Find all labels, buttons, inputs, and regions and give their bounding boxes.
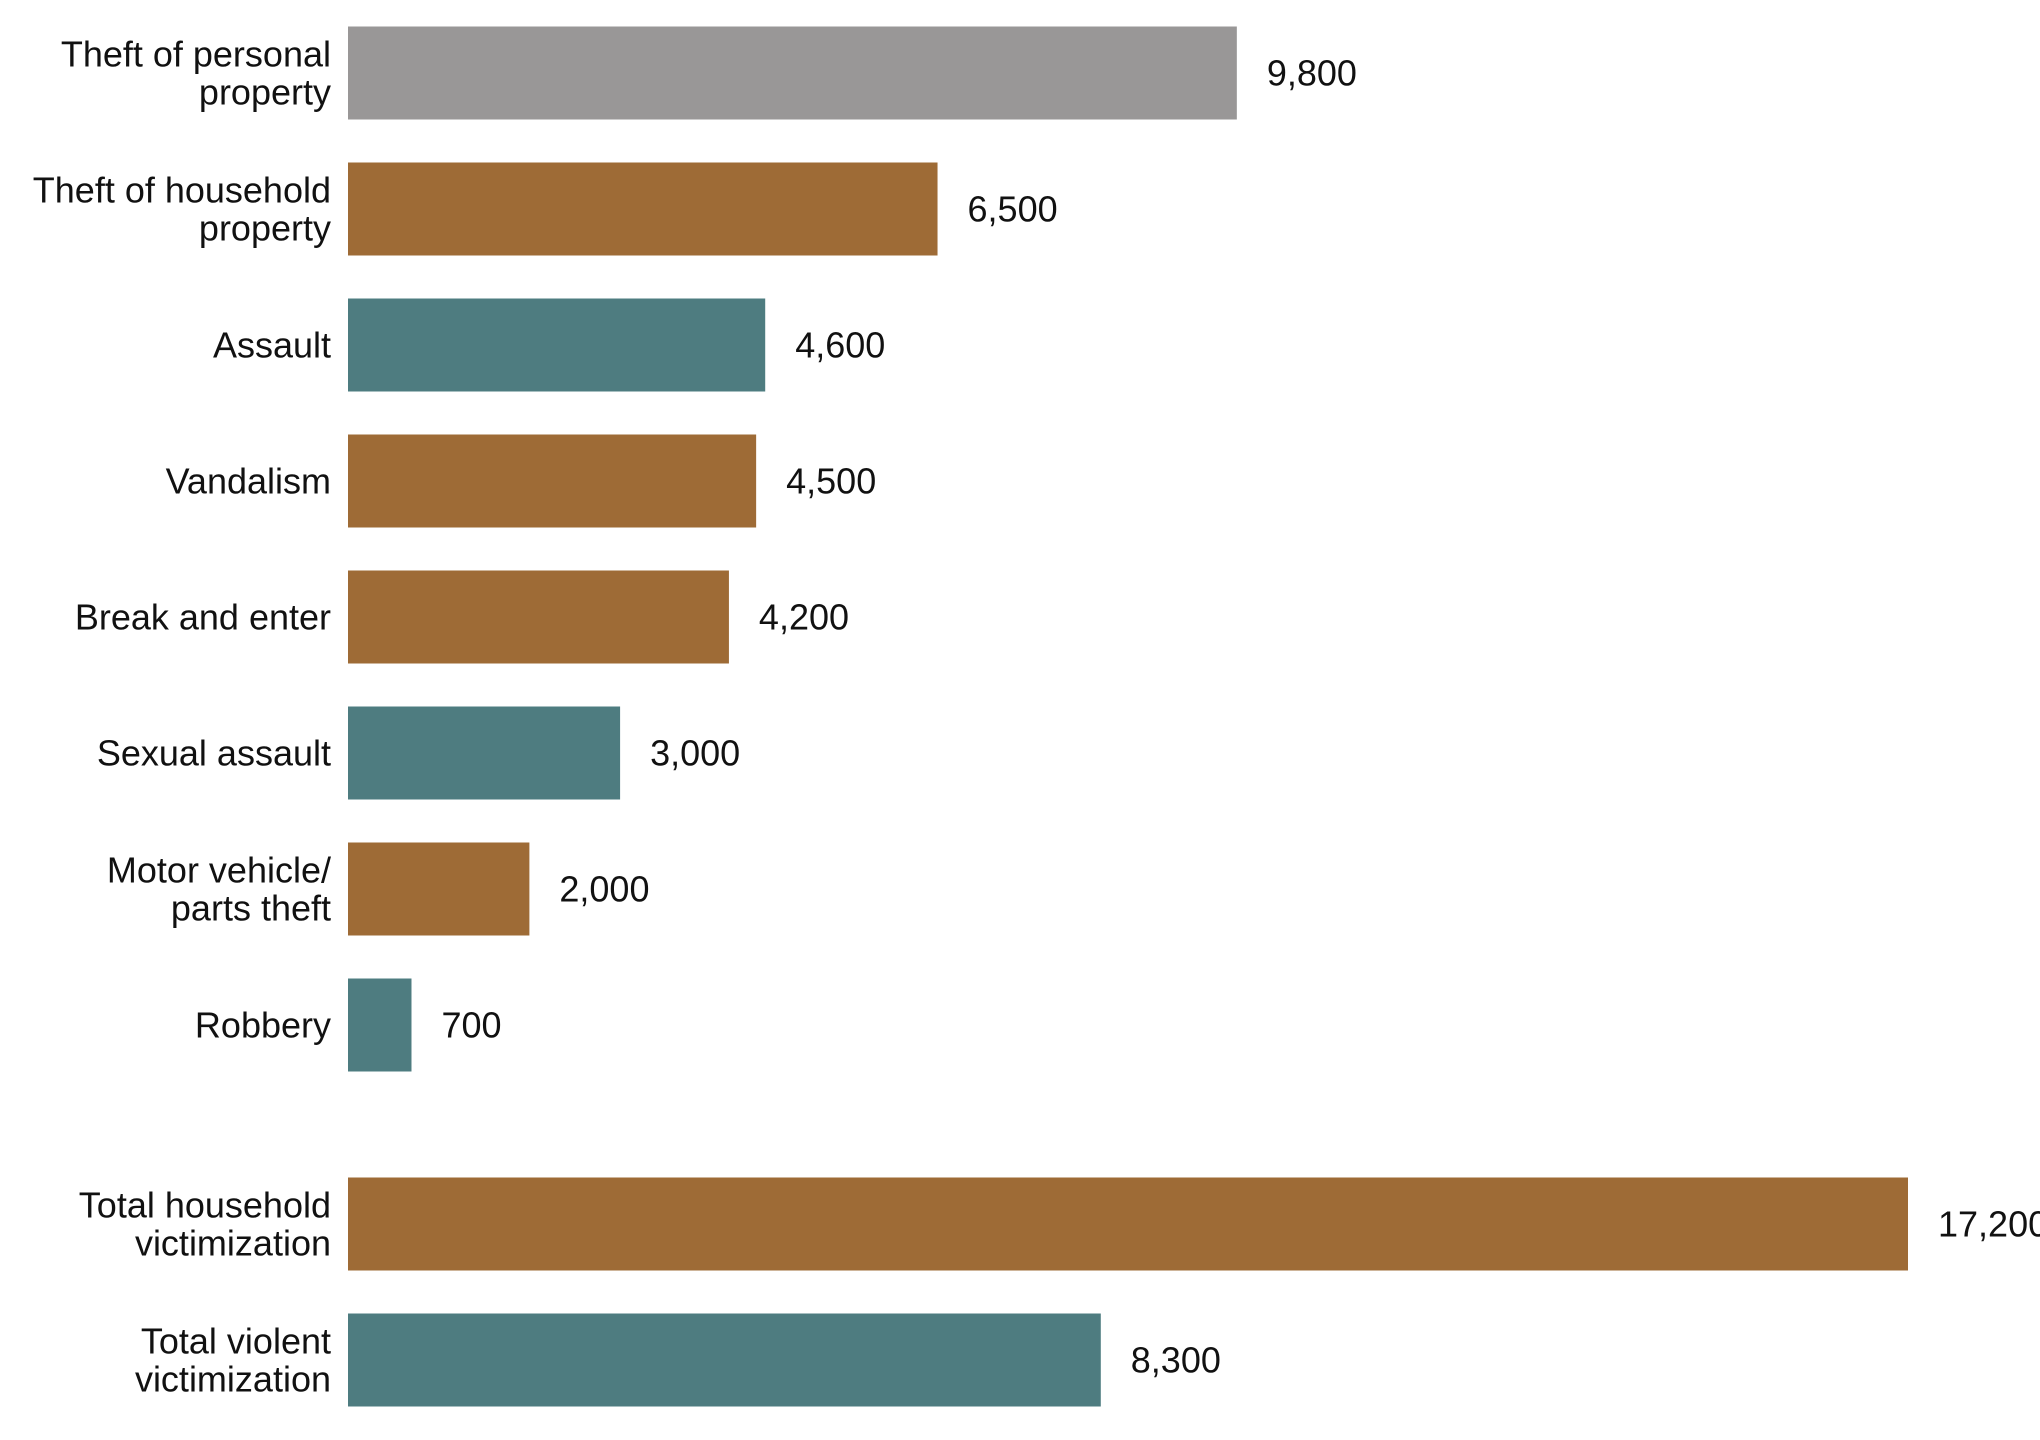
category-label-line: Total household — [79, 1185, 331, 1226]
bar-5 — [348, 706, 621, 800]
category-label-line: parts theft — [171, 888, 331, 929]
bar-3 — [348, 434, 757, 528]
value-label-2: 4,600 — [795, 325, 885, 366]
value-label-6: 2,000 — [559, 869, 649, 910]
value-label-9: 8,300 — [1131, 1340, 1221, 1381]
value-label-5: 3,000 — [650, 733, 740, 774]
category-label-0: Theft of personal property — [61, 34, 331, 113]
category-label-2: Assault — [213, 325, 331, 366]
category-label-4: Break and enter — [75, 597, 331, 638]
category-label-5: Sexual assault — [97, 733, 331, 774]
bar-7 — [348, 978, 412, 1072]
category-label-line: victimization — [135, 1223, 331, 1264]
value-label-1: 6,500 — [968, 189, 1058, 230]
bar-2 — [348, 298, 766, 392]
category-label-line: Theft of personal — [61, 34, 331, 75]
category-label-line: Robbery — [195, 1005, 331, 1046]
value-label-8: 17,200 — [1938, 1204, 2040, 1245]
category-label-8: Total household victimization — [79, 1185, 331, 1264]
category-label-1: Theft of household property — [33, 170, 331, 249]
category-label-7: Robbery — [195, 1005, 331, 1046]
bar-8 — [348, 1177, 1908, 1271]
bar-9 — [348, 1313, 1101, 1407]
value-label-4: 4,200 — [759, 597, 849, 638]
bar-6 — [348, 842, 530, 936]
category-label-line: Theft of household — [33, 170, 331, 211]
category-label-3: Vandalism — [166, 461, 331, 502]
category-label-line: Total violent — [141, 1321, 331, 1362]
category-label-line: Assault — [213, 325, 331, 366]
bar-0 — [348, 26, 1237, 120]
value-label-0: 9,800 — [1267, 53, 1357, 94]
category-label-line: victimization — [135, 1359, 331, 1400]
bar-4 — [348, 570, 729, 664]
category-label-line: Sexual assault — [97, 733, 331, 774]
category-label-line: property — [199, 72, 331, 113]
category-label-9: Total violent victimization — [135, 1321, 331, 1400]
value-label-7: 700 — [441, 1005, 501, 1046]
category-label-line: Break and enter — [75, 597, 331, 638]
category-label-line: Vandalism — [166, 461, 331, 502]
category-label-line: Motor vehicle/ — [107, 850, 331, 891]
bar-1 — [348, 162, 938, 256]
category-label-6: Motor vehicle/parts theft — [107, 850, 331, 929]
category-label-line: property — [199, 208, 331, 249]
value-label-3: 4,500 — [786, 461, 876, 502]
